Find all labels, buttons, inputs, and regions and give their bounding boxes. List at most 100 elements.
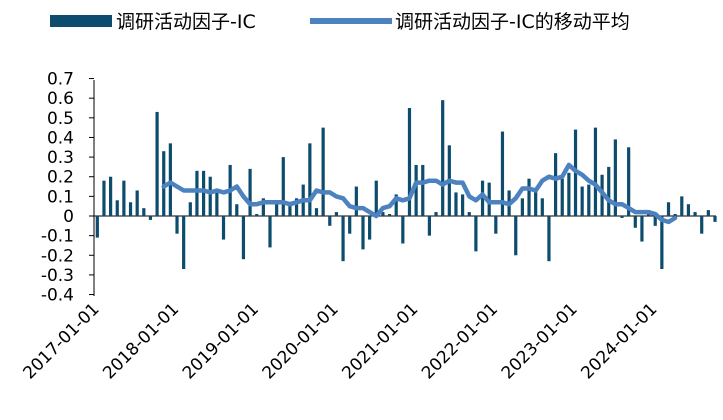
ic-bar: [713, 216, 717, 222]
ic-bar: [195, 170, 199, 216]
ic-bar: [328, 216, 332, 226]
ic-bar: [341, 216, 345, 262]
ic-bar: [680, 196, 684, 216]
bar-series: [95, 100, 717, 270]
ic-bar: [560, 178, 564, 216]
y-tick-label: 0: [63, 207, 74, 227]
ic-bar: [221, 216, 226, 240]
ic-bar: [348, 216, 352, 234]
legend-bar-swatch: [50, 15, 112, 27]
y-tick-label: -0.2: [41, 246, 74, 266]
ic-bar: [620, 216, 624, 218]
ic-bar: [201, 170, 206, 216]
ic-bar: [374, 180, 378, 216]
y-tick-label: 0.4: [47, 128, 74, 148]
ic-bar: [109, 176, 113, 216]
ic-bar: [394, 194, 398, 216]
ic-bar: [547, 216, 551, 262]
ic-bar: [175, 216, 179, 234]
ic-bar: [666, 202, 671, 216]
x-tick-label: 2022-01-01: [418, 299, 502, 383]
ic-bar: [155, 111, 159, 216]
ic-bar: [686, 204, 691, 216]
ic-bar: [387, 214, 392, 216]
x-tick-label: 2019-01-01: [179, 299, 263, 383]
y-tick-label: -0.1: [41, 227, 74, 247]
ic-bar: [294, 198, 299, 216]
ic-bar: [268, 216, 272, 248]
y-tick-label: 0.6: [47, 89, 74, 109]
ic-bar: [480, 180, 485, 216]
ic-bar: [613, 139, 617, 216]
ic-bar: [135, 190, 139, 216]
ic-bar: [208, 176, 212, 216]
y-tick-label: 0.5: [47, 109, 74, 129]
ic-bar: [700, 216, 704, 234]
ic-bar: [308, 143, 312, 216]
legend-line-label: 调研活动因子-IC的移动平均: [395, 11, 630, 33]
ic-bar: [673, 214, 677, 216]
line-series: [161, 162, 678, 225]
ic-bar: [368, 216, 372, 240]
x-tick-label: 2023-01-01: [498, 299, 582, 383]
ic-bar: [241, 216, 246, 260]
ic-bar: [182, 216, 186, 270]
ic-bar: [102, 180, 106, 216]
ic-bar: [441, 100, 445, 216]
ic-bar: [128, 202, 133, 216]
ic-bar: [321, 127, 325, 216]
ic-bar: [494, 216, 498, 234]
ic-bar: [653, 216, 657, 226]
ic-bar: [567, 172, 571, 216]
ic-bar: [281, 157, 285, 216]
ic-bar: [407, 108, 412, 216]
ic-bar: [261, 198, 265, 216]
y-axis-ticks: 0.70.60.50.40.30.20.10-0.1-0.2-0.3-0.4: [41, 70, 94, 306]
y-tick-label: 0.2: [47, 168, 74, 188]
ic-bar: [706, 210, 710, 216]
ic-bar: [540, 198, 544, 216]
ic-bar: [467, 212, 471, 216]
ic-bar: [534, 190, 538, 216]
ic-bar: [693, 212, 697, 216]
ic-bar: [354, 186, 358, 216]
ic-bar: [122, 180, 126, 216]
ic-bar: [633, 216, 637, 228]
ic-bar: [627, 147, 631, 216]
ic-bar: [414, 164, 418, 216]
ic-bar: [248, 168, 252, 216]
ic-bar: [640, 216, 644, 242]
x-axis-ticks: 2017-01-012018-01-012019-01-012020-01-01…: [20, 299, 662, 383]
ic-bar: [580, 186, 584, 216]
moving-average-line: [161, 162, 678, 225]
ic-bar: [421, 164, 425, 216]
ic-bar: [162, 151, 166, 216]
ic-bar: [454, 192, 458, 216]
ic-bar: [168, 143, 172, 216]
x-tick-label: 2021-01-01: [338, 299, 422, 383]
ic-bar: [593, 127, 598, 216]
ic-bar: [115, 200, 119, 216]
ic-bar: [427, 216, 432, 236]
ic-bar: [434, 212, 438, 216]
ic-bar: [255, 214, 259, 216]
ic-bar: [361, 216, 365, 250]
legend-bar-label: 调研活动因子-IC: [116, 11, 256, 33]
ic-bar: [334, 212, 339, 216]
y-tick-label: 0.1: [47, 187, 74, 207]
ic-bar: [500, 131, 505, 216]
ic-bar: [607, 166, 611, 216]
x-tick-label: 2020-01-01: [259, 299, 343, 383]
ic-bar: [314, 208, 319, 216]
ic-bar: [514, 216, 518, 256]
ic-bar: [401, 216, 405, 244]
ic-bar: [587, 184, 591, 216]
ic-bar: [660, 216, 664, 270]
ic-bar: [95, 216, 99, 238]
legend: 调研活动因子-IC 调研活动因子-IC的移动平均: [50, 11, 630, 33]
ic-bar: [520, 198, 524, 216]
ic-bar: [553, 153, 558, 216]
ic-bar: [235, 204, 239, 216]
ic-bar: [461, 194, 465, 216]
